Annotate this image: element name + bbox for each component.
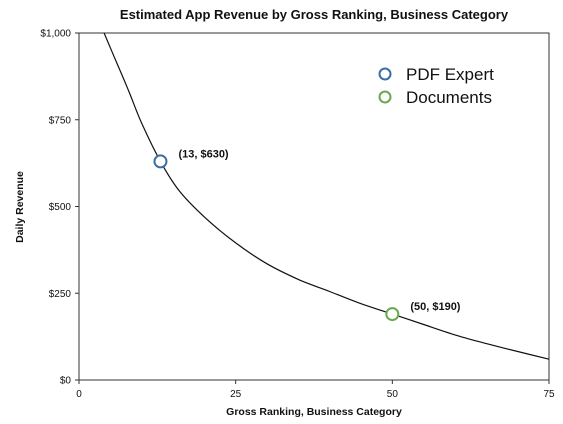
data-point bbox=[153, 154, 168, 169]
x-axis-ticks: 0 25 50 75 bbox=[76, 380, 555, 400]
x-tick-label: 50 bbox=[387, 389, 399, 400]
legend-marker bbox=[378, 67, 392, 81]
fit-curve-layer bbox=[103, 32, 550, 360]
x-axis-label: Gross Ranking, Business Category bbox=[226, 406, 402, 418]
x-tick-label: 75 bbox=[543, 389, 555, 400]
legend-marker bbox=[378, 90, 392, 104]
legend-entry: Documents bbox=[406, 88, 492, 107]
y-tick-label: $750 bbox=[49, 115, 72, 126]
legend: PDF Expert Documents bbox=[378, 65, 494, 107]
y-tick-label: $250 bbox=[49, 289, 72, 300]
plot-area bbox=[78, 32, 550, 381]
y-tick-label: $1,000 bbox=[40, 29, 71, 40]
data-points-layer: (13, $630) (50, $190) bbox=[153, 148, 461, 322]
y-tick-label: $500 bbox=[49, 202, 72, 213]
x-tick-label: 25 bbox=[230, 389, 242, 400]
revenue-fit-curve bbox=[103, 32, 550, 360]
x-tick-label: 0 bbox=[76, 389, 82, 400]
y-axis-label: Daily Revenue bbox=[14, 171, 26, 243]
data-point-label: (50, $190) bbox=[410, 301, 460, 313]
data-point-label: (13, $630) bbox=[178, 148, 228, 160]
chart-title: Estimated App Revenue by Gross Ranking, … bbox=[120, 7, 509, 22]
y-axis-ticks: $0 $250 $500 $750 $1,000 bbox=[40, 29, 79, 387]
y-tick-label: $0 bbox=[60, 376, 72, 387]
plot-frame bbox=[78, 32, 550, 381]
legend-entry: PDF Expert bbox=[406, 65, 494, 84]
data-point bbox=[385, 307, 400, 322]
